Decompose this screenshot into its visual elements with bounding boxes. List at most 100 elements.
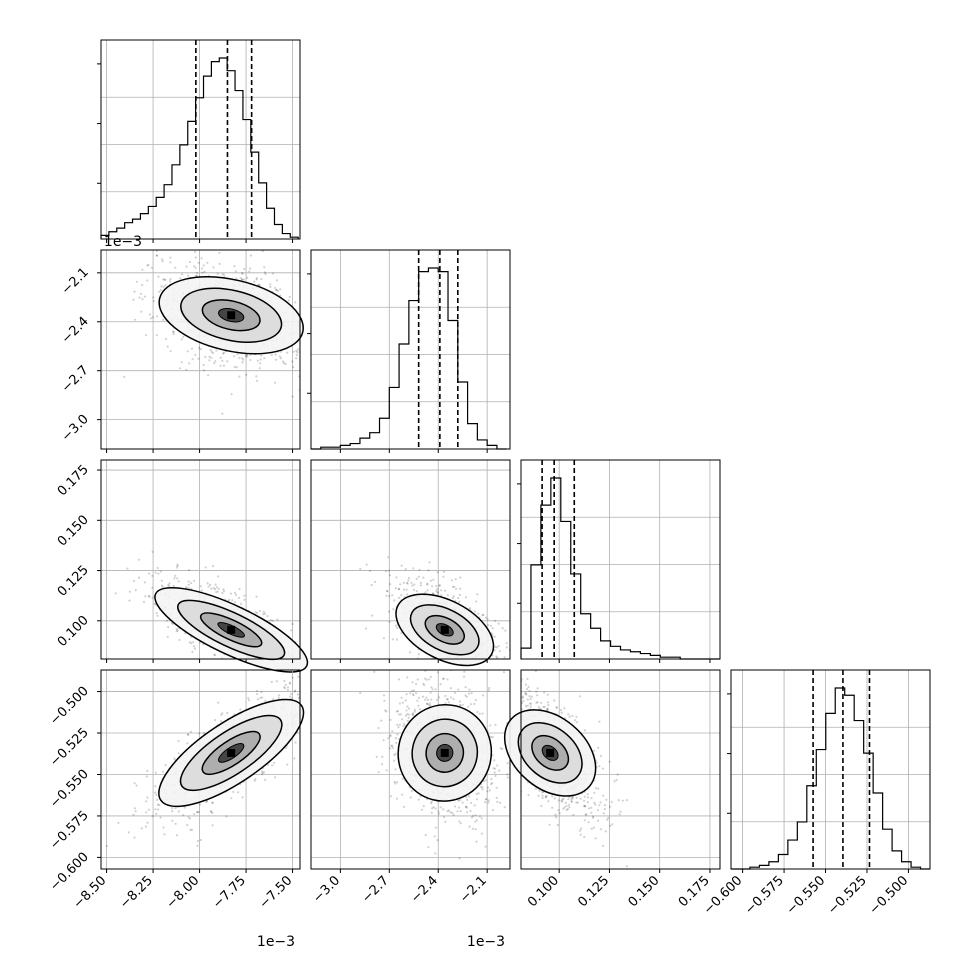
- sample-point: [439, 683, 442, 686]
- sample-point: [302, 353, 304, 355]
- sample-point: [419, 708, 422, 711]
- sample-point: [458, 700, 461, 703]
- sample-point: [175, 566, 178, 569]
- sample-point: [208, 355, 211, 358]
- sample-point: [437, 812, 440, 816]
- sample-point: [489, 724, 492, 727]
- sample-point: [157, 572, 160, 575]
- sample-point: [211, 811, 214, 814]
- sample-point: [217, 575, 220, 578]
- sample-point: [270, 353, 273, 356]
- sample-point: [302, 678, 304, 680]
- sample-point: [158, 803, 161, 807]
- sample-point: [411, 681, 414, 684]
- sample-point: [466, 677, 468, 679]
- sample-point: [196, 839, 200, 843]
- sample-point: [394, 782, 397, 785]
- sample-point: [502, 715, 504, 717]
- sample-point: [411, 584, 414, 587]
- sample-point: [210, 356, 213, 359]
- sample-point: [415, 692, 418, 695]
- sample-point: [434, 852, 437, 855]
- sample-point: [422, 661, 424, 663]
- sample-point: [187, 816, 190, 819]
- sample-point: [210, 350, 213, 353]
- sample-point: [261, 696, 264, 699]
- sample-point: [156, 798, 159, 802]
- sample-point: [501, 673, 503, 675]
- sample-point: [470, 667, 472, 669]
- sample-point: [375, 755, 378, 759]
- sample-point: [211, 801, 214, 804]
- sample-point: [308, 657, 310, 659]
- sample-point: [260, 277, 263, 281]
- sample-point: [446, 672, 448, 674]
- sample-point: [430, 698, 433, 701]
- sample-point: [190, 642, 193, 645]
- sample-point: [187, 580, 190, 583]
- sample-point: [309, 684, 311, 686]
- sample-point: [487, 624, 490, 627]
- sample-point: [486, 790, 489, 793]
- sample-point: [495, 786, 498, 789]
- sample-point: [446, 698, 449, 701]
- sample-point: [159, 289, 162, 292]
- sample-point: [594, 803, 597, 806]
- sample-point: [516, 679, 518, 681]
- sample-point: [196, 810, 199, 814]
- sample-point: [188, 362, 191, 365]
- sample-point: [412, 694, 415, 697]
- sample-point: [277, 289, 280, 292]
- sample-point: [402, 588, 406, 591]
- sample-point: [306, 708, 308, 710]
- sample-point: [518, 690, 520, 692]
- sample-point: [568, 715, 571, 718]
- sample-point: [213, 362, 216, 365]
- sample-point: [487, 694, 489, 696]
- sample-point: [192, 641, 195, 644]
- sample-point: [241, 357, 244, 360]
- sample-point: [437, 810, 440, 813]
- sample-point: [590, 797, 593, 800]
- sample-point: [207, 585, 210, 588]
- sample-point: [231, 659, 233, 661]
- sample-point: [461, 679, 463, 681]
- sample-point: [570, 797, 573, 801]
- sample-point: [508, 771, 510, 773]
- sample-point: [394, 587, 397, 590]
- sample-point: [274, 678, 276, 680]
- sample-point: [192, 645, 196, 648]
- sample-point: [389, 718, 392, 722]
- sample-point: [206, 261, 209, 264]
- sample-point: [297, 696, 300, 700]
- sample-point: [455, 587, 458, 590]
- sample-point: [169, 278, 172, 281]
- sample-point: [306, 695, 308, 697]
- sample-point: [189, 828, 192, 832]
- sample-point: [525, 693, 528, 696]
- sample-point: [405, 588, 408, 591]
- sample-point: [249, 358, 252, 362]
- sample-point: [571, 797, 574, 800]
- sample-point: [406, 719, 409, 723]
- sample-point: [447, 701, 450, 704]
- sample-point: [461, 703, 464, 706]
- sample-point: [477, 792, 480, 795]
- sample-point: [458, 704, 461, 707]
- sample-point: [477, 612, 480, 615]
- sample-point: [241, 278, 244, 281]
- sample-point: [146, 821, 149, 824]
- sample-point: [389, 735, 392, 738]
- sample-point: [406, 593, 409, 596]
- sample-point: [491, 736, 494, 739]
- sample-point: [452, 698, 455, 701]
- sample-point: [306, 670, 308, 672]
- sample-point: [493, 759, 496, 762]
- sample-point: [264, 778, 267, 782]
- sample-point: [395, 710, 398, 713]
- sample-point: [480, 686, 482, 688]
- sample-point: [580, 827, 583, 830]
- sample-point: [233, 601, 237, 604]
- sample-point: [197, 663, 199, 665]
- sample-point: [458, 670, 460, 672]
